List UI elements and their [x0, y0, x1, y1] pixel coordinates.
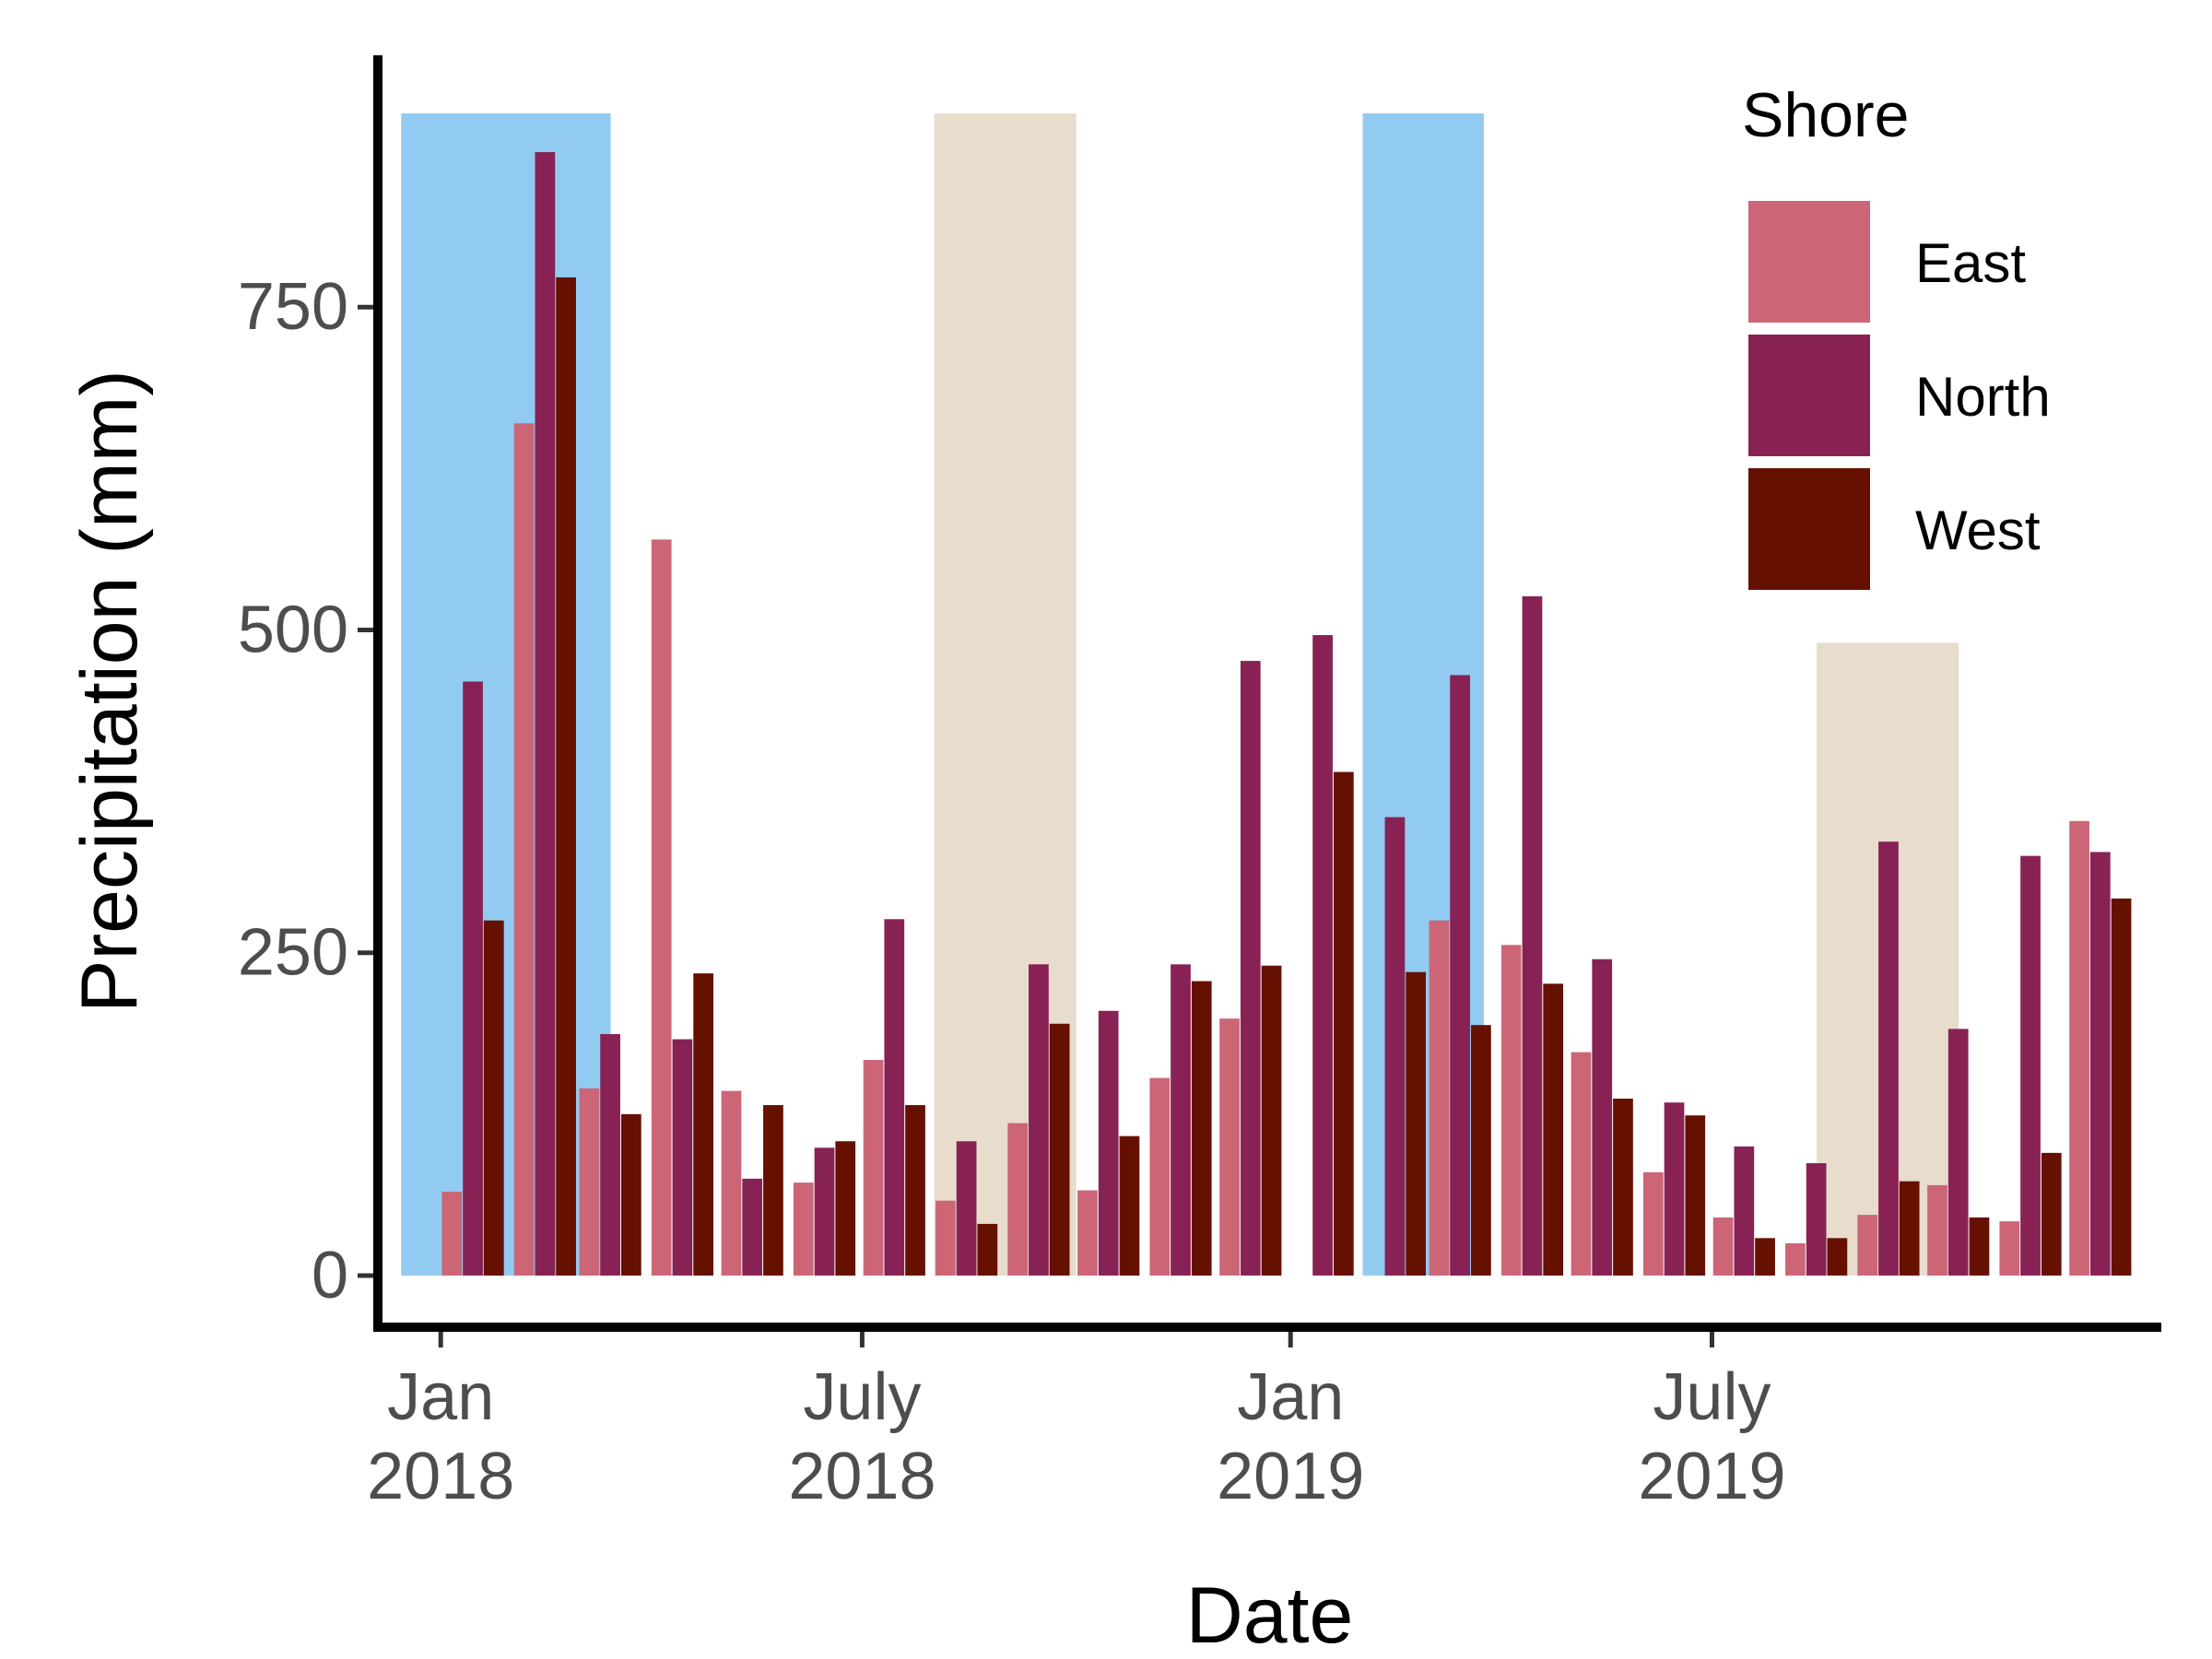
bars-layer	[441, 152, 2132, 1276]
bar-north-2018-08	[956, 1141, 977, 1276]
bar-west-2019-09	[1899, 1181, 1920, 1276]
bar-west-2019-05	[1613, 1099, 1633, 1276]
y-tick-label-500: 500	[238, 593, 348, 666]
bar-north-2018-10	[1098, 1010, 1119, 1276]
bar-east-2018-11	[1149, 1077, 1171, 1276]
bar-west-2019-11	[2041, 1152, 2062, 1276]
bar-east-2019-06	[1642, 1171, 1664, 1276]
bar-east-2018-07	[863, 1059, 884, 1276]
bar-west-2018-06	[835, 1141, 856, 1276]
bar-east-2019-11	[1999, 1221, 2020, 1276]
x-tick-label-2: July 2018	[788, 1360, 935, 1513]
legend-title: Shore	[1742, 80, 1909, 150]
bar-north-2019-07	[1734, 1146, 1755, 1276]
legend-key-east	[1748, 201, 1870, 323]
bar-north-2019-09	[1878, 841, 1899, 1276]
bar-east-2018-02	[513, 423, 535, 1276]
bar-west-2019-12	[2111, 898, 2132, 1276]
x-axis-ticks: Jan 2018 July 2018 Jan 2019 July 2019	[367, 1332, 1786, 1513]
bar-east-2019-07	[1712, 1217, 1734, 1276]
bar-east-2018-06	[793, 1182, 814, 1276]
bar-east-2019-04	[1500, 945, 1522, 1276]
bar-west-2019-04	[1543, 983, 1564, 1276]
y-axis-title: Precipitation (mm)	[65, 370, 154, 1013]
legend-label-north: North	[1915, 366, 2051, 428]
x-tick-label-3: Jan 2019	[1217, 1360, 1364, 1513]
bar-north-2018-06	[814, 1147, 835, 1276]
bar-east-2018-10	[1077, 1190, 1098, 1276]
bar-west-2019-02	[1406, 971, 1427, 1276]
y-tick-label-750: 750	[238, 270, 348, 344]
bar-west-2019-07	[1755, 1238, 1775, 1276]
bar-west-2018-09	[1049, 1023, 1070, 1276]
bar-west-2018-01	[483, 920, 504, 1276]
x-tick-label-1: Jan 2018	[367, 1360, 514, 1513]
bar-north-2018-03	[600, 1033, 620, 1276]
bar-east-2018-08	[935, 1200, 956, 1276]
bar-west-2019-06	[1685, 1115, 1706, 1276]
bar-north-2019-03	[1450, 675, 1471, 1276]
x-axis-title: Date	[1186, 1571, 1354, 1659]
bar-north-2018-01	[463, 681, 483, 1276]
axes: 0 250 500 750 Jan 2018 July 2018 Jan 2019 July 201…	[238, 55, 2161, 1513]
bar-west-2019-03	[1471, 1025, 1491, 1276]
legend-items: East North West	[1748, 201, 2051, 590]
bar-north-2019-02	[1384, 817, 1406, 1276]
bar-north-2019-11	[2020, 855, 2041, 1276]
bar-north-2019-08	[1806, 1163, 1827, 1276]
bar-north-2018-05	[742, 1178, 763, 1276]
bar-west-2018-11	[1191, 981, 1212, 1276]
y-tick-label-0: 0	[312, 1239, 348, 1312]
bar-north-2018-12	[1240, 661, 1261, 1276]
legend-key-west	[1748, 468, 1870, 590]
bar-east-2019-03	[1429, 920, 1450, 1276]
legend-label-west: West	[1915, 500, 2041, 561]
bar-north-2019-04	[1522, 596, 1543, 1276]
bar-east-2018-04	[651, 539, 672, 1276]
bar-east-2018-09	[1007, 1123, 1029, 1276]
bar-east-2019-10	[1927, 1184, 1947, 1276]
bar-west-2018-10	[1119, 1135, 1140, 1276]
bar-north-2018-09	[1029, 964, 1049, 1276]
legend: Shore East North West	[1742, 80, 2051, 590]
bar-west-2018-07	[905, 1105, 925, 1276]
bar-west-2018-03	[620, 1113, 641, 1276]
bar-east-2018-12	[1219, 1018, 1240, 1276]
bar-north-2019-01	[1312, 635, 1333, 1276]
y-axis-ticks: 0 250 500 750	[238, 270, 373, 1312]
y-tick-label-250: 250	[238, 916, 348, 990]
bar-east-2018-05	[721, 1090, 742, 1276]
legend-label-east: East	[1915, 232, 2026, 294]
bar-east-2019-08	[1785, 1242, 1806, 1276]
bar-west-2018-08	[977, 1223, 998, 1276]
bar-east-2019-12	[2069, 820, 2089, 1276]
bar-east-2018-03	[579, 1088, 600, 1276]
bar-west-2019-10	[1969, 1217, 1990, 1276]
bar-west-2018-12	[1261, 965, 1282, 1276]
bar-north-2019-06	[1664, 1102, 1685, 1276]
bar-north-2019-05	[1592, 959, 1613, 1276]
bar-north-2018-02	[535, 152, 556, 1276]
bar-east-2019-05	[1571, 1052, 1592, 1276]
bar-west-2018-04	[693, 973, 714, 1276]
bar-north-2018-07	[884, 919, 905, 1276]
legend-key-north	[1748, 335, 1870, 456]
bar-north-2018-11	[1171, 964, 1191, 1276]
bar-west-2018-05	[763, 1105, 783, 1276]
x-tick-label-4: July 2019	[1638, 1360, 1785, 1513]
bar-north-2019-10	[1947, 1029, 1969, 1276]
bar-west-2018-02	[556, 276, 576, 1276]
bar-north-2019-12	[2089, 852, 2111, 1276]
bar-north-2018-04	[672, 1039, 693, 1276]
bar-east-2019-09	[1857, 1215, 1878, 1276]
bar-east-2018-01	[441, 1191, 463, 1276]
bar-west-2019-01	[1333, 771, 1354, 1276]
bar-west-2019-08	[1827, 1238, 1848, 1276]
